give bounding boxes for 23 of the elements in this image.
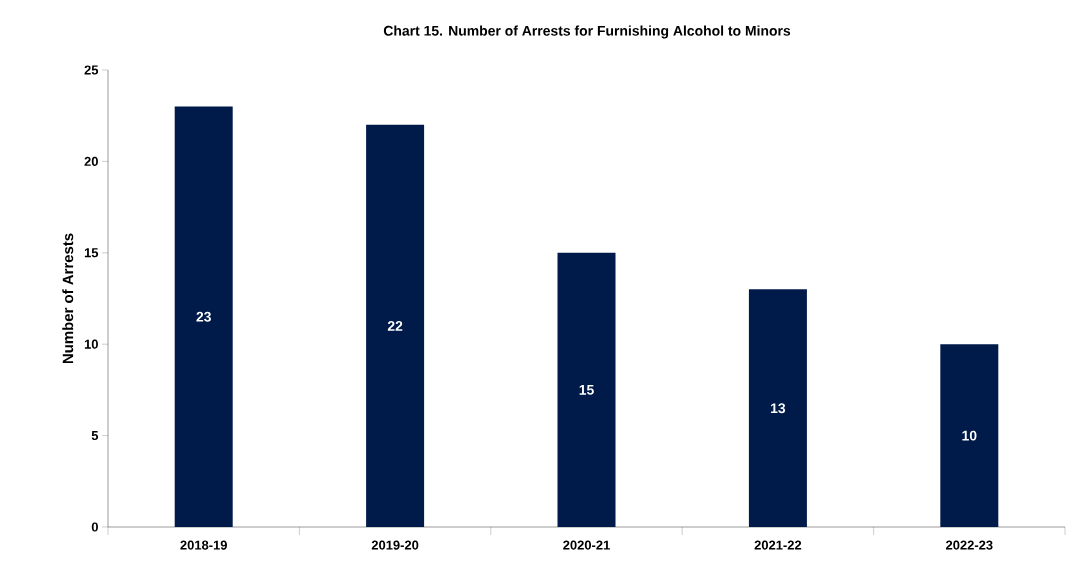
data-label: 23 bbox=[196, 311, 211, 322]
y-tick-label: 15 bbox=[84, 248, 99, 258]
chart-title: Chart 15. Number of Arrests for Furnishing Alcohol to Minors bbox=[383, 25, 791, 39]
bar bbox=[748, 289, 807, 527]
x-tick-label: 2020-21 bbox=[563, 540, 610, 550]
y-tick-label: 20 bbox=[84, 156, 98, 166]
data-label: 22 bbox=[387, 321, 403, 331]
bar bbox=[557, 252, 616, 527]
x-tick-label: 2018-19 bbox=[180, 540, 227, 550]
y-tick-label: 25 bbox=[84, 65, 99, 75]
data-label: 15 bbox=[579, 385, 594, 395]
bar bbox=[366, 124, 425, 527]
y-tick-label: 0 bbox=[91, 522, 98, 532]
y-tick-label: 10 bbox=[84, 339, 98, 349]
y-axis-title: Number of Arrests bbox=[62, 233, 74, 364]
x-tick-label: 2019-20 bbox=[371, 540, 419, 550]
bar bbox=[174, 106, 233, 527]
y-tick-label: 5 bbox=[91, 431, 99, 441]
x-tick-label: 2022-23 bbox=[946, 540, 993, 550]
data-label: 13 bbox=[771, 403, 786, 414]
data-label: 10 bbox=[962, 430, 977, 441]
bar bbox=[940, 344, 999, 527]
x-tick-label: 2021-22 bbox=[754, 540, 802, 550]
